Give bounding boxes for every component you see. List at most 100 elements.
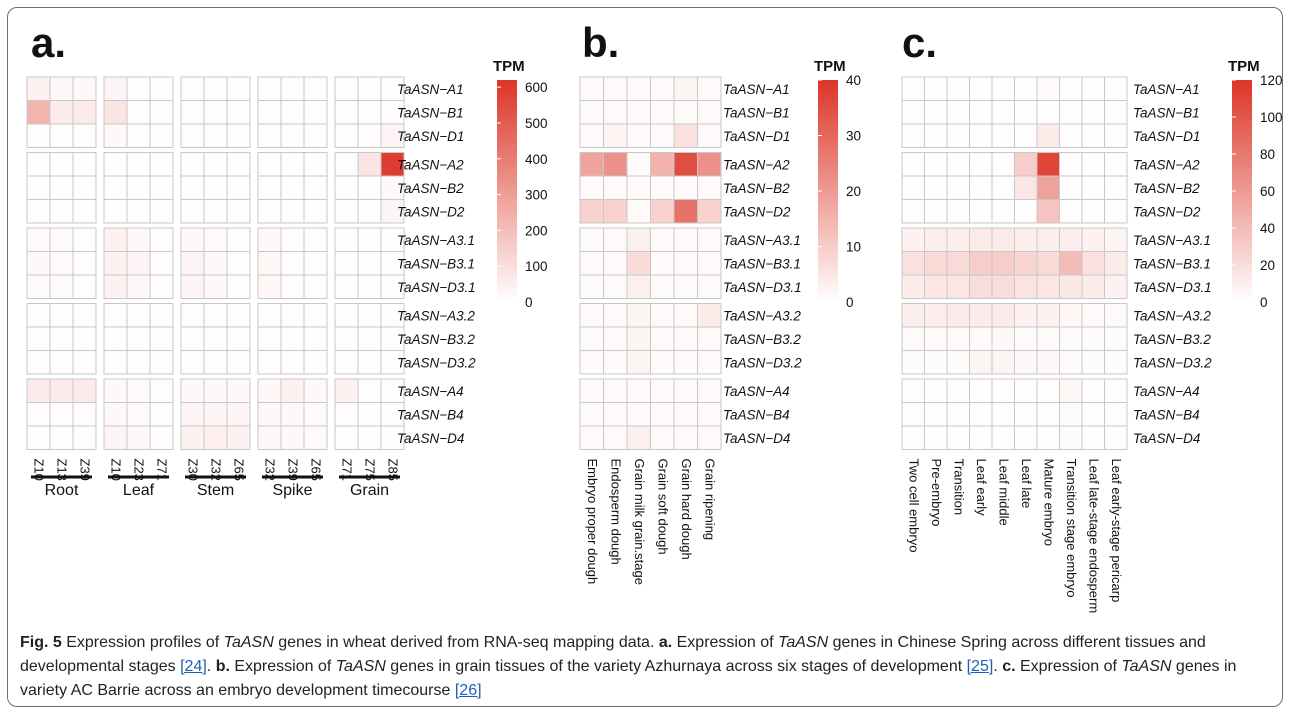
heatmap-cell [1059, 303, 1083, 328]
heatmap-cell [901, 402, 925, 427]
heatmap-cell [334, 123, 359, 148]
row-label: TaASN−A4 [397, 384, 464, 399]
heatmap-cell [49, 350, 74, 375]
heatmap-cell [103, 175, 128, 200]
heatmap-cell [1036, 152, 1060, 177]
heatmap-cell [579, 76, 604, 101]
heatmap-cell [650, 152, 675, 177]
heatmap-cell [1059, 199, 1083, 224]
row-label: TaASN−B4 [723, 407, 790, 422]
heatmap-cell [579, 251, 604, 276]
heatmap-cell [72, 100, 97, 125]
heatmap-cell [991, 274, 1015, 299]
heatmap-cell [650, 350, 675, 375]
heatmap-cell [603, 303, 628, 328]
heatmap-cell [72, 378, 97, 403]
heatmap-cell [673, 303, 698, 328]
row-label: TaASN−B3.1 [1133, 256, 1211, 271]
column-label: Grain soft dough [655, 459, 670, 555]
heatmap-cell [357, 100, 382, 125]
heatmap-cell [257, 425, 282, 450]
row-label: TaASN−B2 [397, 181, 464, 196]
heatmap-cell [26, 350, 51, 375]
heatmap-cell [280, 175, 305, 200]
reference-link-26[interactable]: [26] [454, 682, 482, 699]
heatmap-cell [1104, 76, 1128, 101]
heatmap-cell [626, 175, 651, 200]
heatmap-cell [673, 326, 698, 351]
heatmap-cell [603, 227, 628, 252]
row-label: TaASN−D1 [723, 129, 790, 144]
heatmap-cell [603, 425, 628, 450]
heatmap-cell [603, 274, 628, 299]
group-label: Leaf [123, 482, 155, 499]
row-label: TaASN−A3.2 [723, 308, 801, 323]
heatmap-cell [226, 326, 251, 351]
heatmap-cell [203, 251, 228, 276]
heatmap-cell [924, 76, 948, 101]
heatmap-cell [380, 350, 405, 375]
heatmap-cell [72, 274, 97, 299]
heatmap-cell [1059, 378, 1083, 403]
heatmap-cell [697, 76, 722, 101]
heatmap-cell [650, 425, 675, 450]
heatmap-cell [303, 123, 328, 148]
heatmap-cell [180, 152, 205, 177]
heatmap-cell [924, 274, 948, 299]
heatmap-cell [626, 303, 651, 328]
column-label: Endosperm dough [608, 459, 623, 565]
heatmap-cell [626, 123, 651, 148]
legend-tick-label: 100 [525, 259, 548, 274]
heatmap-cell [126, 251, 151, 276]
heatmap-cell [149, 378, 174, 403]
heatmap-cell [26, 152, 51, 177]
heatmap-cell [924, 199, 948, 224]
heatmap-cell [579, 175, 604, 200]
heatmap-cell [673, 123, 698, 148]
heatmap-cell [603, 100, 628, 125]
heatmap-cell [1036, 199, 1060, 224]
legend-tick-label: 60 [1260, 184, 1275, 199]
heatmap-cell [697, 303, 722, 328]
heatmap-cell [1059, 326, 1083, 351]
heatmap-cell [103, 251, 128, 276]
heatmap-cell [49, 274, 74, 299]
heatmap-cell [203, 199, 228, 224]
heatmap-cell [1104, 175, 1128, 200]
row-label: TaASN−A3.1 [397, 233, 475, 248]
reference-link-24[interactable]: [24] [180, 658, 207, 675]
heatmap-cell [49, 303, 74, 328]
heatmap-cell [946, 378, 970, 403]
heatmap-cell [1059, 402, 1083, 427]
heatmap-cell [1014, 303, 1038, 328]
heatmap-cell [149, 350, 174, 375]
caption-gene-name: TaASN [335, 658, 386, 675]
heatmap-cell [72, 251, 97, 276]
caption-panel-c-label: c. [1002, 658, 1016, 675]
heatmap-cell [180, 175, 205, 200]
caption-separator: . [993, 658, 1003, 675]
heatmap-cell [650, 175, 675, 200]
heatmap-cell [901, 274, 925, 299]
heatmap-cell [650, 378, 675, 403]
heatmap-cell [1014, 326, 1038, 351]
heatmap-cell [650, 251, 675, 276]
heatmap-cell [103, 199, 128, 224]
group-label: Spike [272, 482, 312, 499]
row-label: TaASN−D4 [1133, 431, 1200, 446]
heatmap-cell [924, 425, 948, 450]
heatmap-cell [280, 199, 305, 224]
heatmap-cell [1104, 274, 1128, 299]
heatmap-cell [1081, 76, 1105, 101]
heatmap-cell [991, 76, 1015, 101]
heatmap-cell [1081, 152, 1105, 177]
heatmap-cell [946, 199, 970, 224]
heatmap-cell [697, 251, 722, 276]
reference-link-25[interactable]: [25] [966, 658, 994, 675]
heatmap-cell [49, 175, 74, 200]
heatmap-cell [579, 274, 604, 299]
row-label: TaASN−B2 [1133, 181, 1200, 196]
heatmap-cell [626, 227, 651, 252]
heatmap-cell [946, 251, 970, 276]
heatmap-cell [280, 100, 305, 125]
